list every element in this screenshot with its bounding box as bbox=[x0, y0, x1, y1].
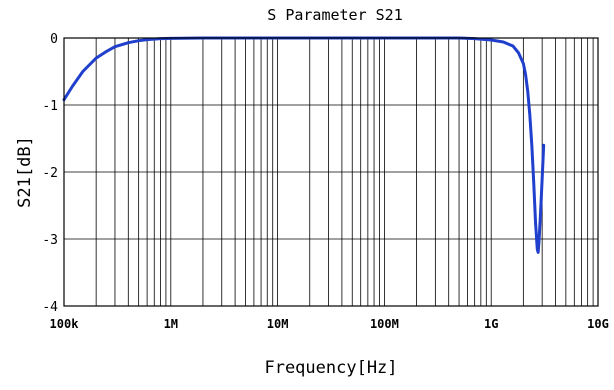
x-tick-label: 10G bbox=[587, 317, 609, 331]
x-axis-label: Frequency[Hz] bbox=[264, 358, 397, 378]
x-tick-label: 1G bbox=[484, 317, 498, 331]
y-tick-label: -3 bbox=[42, 233, 58, 248]
s21-series-line bbox=[62, 36, 546, 254]
y-tick-label: 0 bbox=[50, 32, 58, 47]
tick-labels: 100k 1M 10M 100M 1G 10G 0 -1 -2 -3 -4 bbox=[42, 32, 609, 331]
x-tick-label: 1M bbox=[164, 317, 178, 331]
y-tick-label: -1 bbox=[42, 99, 58, 114]
y-axis-label: S21[dB] bbox=[15, 136, 35, 208]
series-layer bbox=[62, 36, 546, 254]
grid bbox=[63, 37, 598, 307]
x-tick-label: 10M bbox=[267, 317, 289, 331]
y-tick-label: -4 bbox=[42, 300, 58, 315]
plot-frame bbox=[63, 37, 599, 307]
chart-title: S Parameter S21 bbox=[267, 6, 402, 24]
y-tick-label: -2 bbox=[42, 166, 58, 181]
x-tick-label: 100k bbox=[50, 317, 80, 331]
x-tick-label: 100M bbox=[370, 317, 399, 331]
